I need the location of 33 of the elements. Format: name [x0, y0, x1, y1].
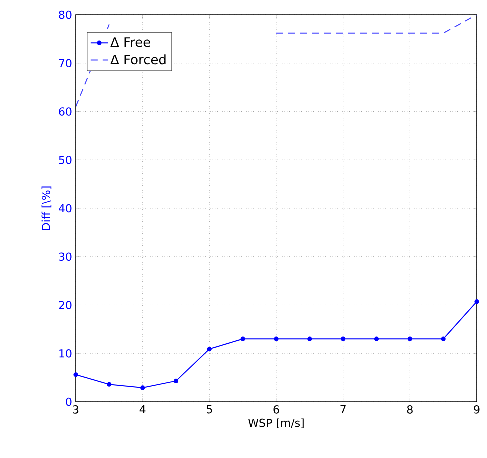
y-tick-label: 50 [59, 156, 72, 164]
y-tick-label: 10 [60, 349, 72, 358]
point [107, 382, 112, 387]
point [74, 372, 78, 378]
x-tick-label: 6 [274, 406, 280, 414]
y-tick-label: 0 [66, 398, 72, 406]
x-tick-label: 8 [407, 406, 413, 414]
x-tick-label: 7 [340, 406, 346, 414]
y-tick-label: 80 [59, 10, 72, 20]
y-tick-label: 20 [59, 301, 72, 310]
point [240, 336, 246, 342]
point [308, 336, 312, 342]
y-tick-label: 60 [59, 108, 72, 116]
legend-label: Δ Forced [110, 54, 166, 65]
y-tick-label: 70 [59, 59, 72, 68]
point [374, 336, 380, 342]
y-axis-title: Diff [\%] [42, 186, 52, 230]
point [341, 336, 346, 342]
point [474, 300, 480, 304]
point [174, 378, 179, 384]
y-tick-label: 40 [59, 204, 72, 213]
point [441, 336, 446, 342]
x-axis-title: WSP [m/s] [248, 418, 304, 429]
legend-label: Δ Free [110, 38, 150, 48]
point [207, 346, 212, 352]
x-tick-label: 9 [474, 406, 480, 414]
point [140, 386, 146, 390]
point [408, 336, 412, 342]
x-tick-label: 3 [73, 406, 79, 414]
x-tick-label: 5 [207, 406, 212, 414]
point [274, 336, 279, 342]
x-tick-label: 4 [140, 406, 146, 414]
y-tick-label: 30 [59, 252, 72, 262]
